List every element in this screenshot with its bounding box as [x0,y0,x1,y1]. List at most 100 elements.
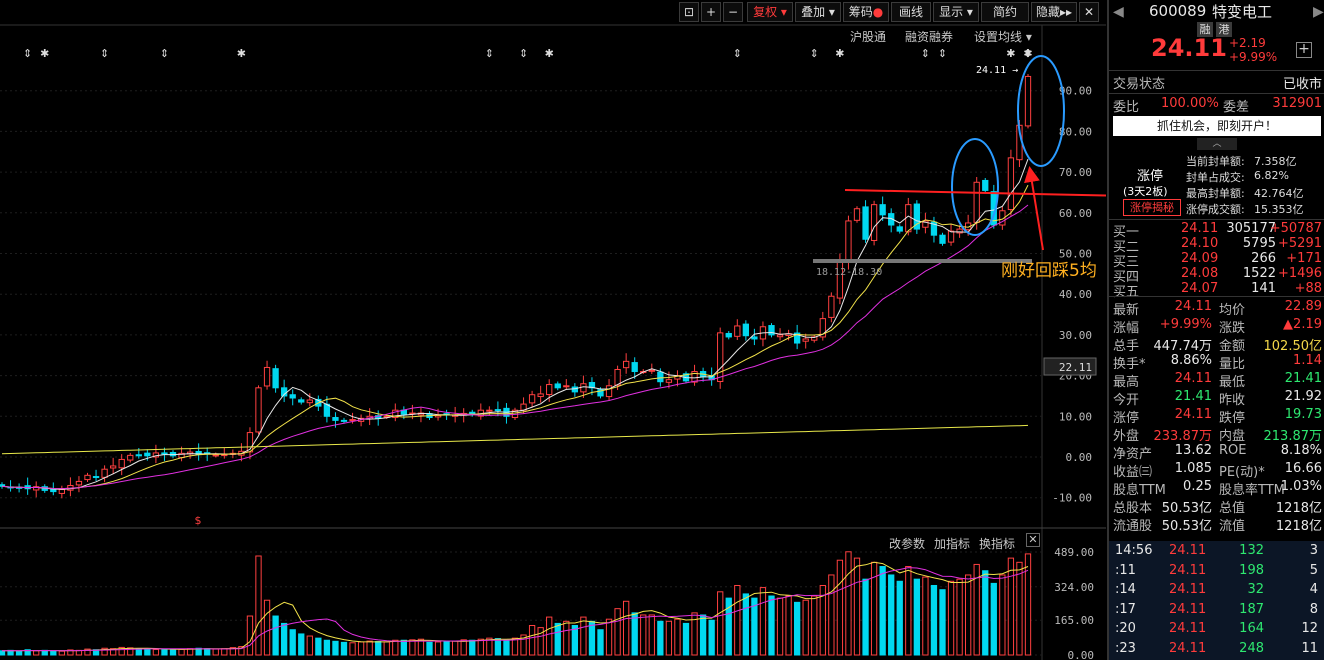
order-level-qty: 1522 [1242,266,1276,281]
price-axis-label: 40.00 [1059,288,1092,301]
candle-body [793,332,801,344]
volume-bar [67,649,74,656]
volume-bar [503,639,510,656]
status-label: 交易状态 [1113,77,1166,92]
quote-value: 21.41 [1174,389,1212,404]
volume-bar [400,639,408,656]
lock-icon[interactable]: ⊡ [679,2,699,22]
candle-body [691,371,698,383]
quote-label: PE(动)* [1219,465,1265,480]
adjust-button[interactable]: 复权 ▾ [747,2,793,22]
limit-stat-label: 涨停成交额: [1186,203,1245,216]
add-watchlist-icon[interactable]: + [1296,42,1312,58]
add-indicator-link[interactable]: 加指标 [934,537,971,551]
close-icon[interactable]: ✕ [1079,2,1099,22]
volume-bar [759,587,767,656]
candle-body [528,394,536,404]
quote-label: 量比 [1219,357,1246,372]
vol-ma10-line [1,567,1029,652]
event-marker-icon: ✱ [237,47,246,60]
overlay-button[interactable]: 叠加 ▾ [795,2,841,22]
zoom-in-icon[interactable]: + [701,2,721,22]
volume-bar [289,629,296,656]
tick-count: 8 [1309,601,1318,617]
quote-label: 换手* [1113,357,1146,372]
quote-value: 1.14 [1293,353,1322,368]
event-marker-icon: ⇕ [485,47,494,60]
candle-body [563,385,570,388]
draw-line-button[interactable]: 画线 [891,2,931,22]
hk-connect-link[interactable]: 沪股通 [850,30,887,44]
limit-stat-value: 42.764亿 [1254,187,1304,200]
weicha-value: 312901 [1272,96,1322,111]
candle-body [725,332,732,338]
display-button[interactable]: 显示 ▾ [933,2,979,22]
volume-bar [246,615,254,656]
volume-bar [477,638,484,656]
volume-bar [486,637,493,656]
quote-value: +9.99% [1159,317,1212,332]
simple-button[interactable]: 简约 [981,2,1029,22]
volume-bar [802,599,809,656]
volume-bar [580,616,587,656]
volume-bar [1024,553,1032,656]
price-axis-label: 0.00 [1066,451,1093,464]
limit-up-reveal-button[interactable]: 涨停揭秘 [1123,199,1181,216]
candle-body [92,476,100,479]
ma-settings-link[interactable]: 设置均线 ▾ [974,30,1032,44]
kline-chart-area[interactable]: 90.00 80.00 70.00 60.00 50.00 40.00 30.00 20.00… [0,0,1106,660]
volume-bar [255,555,262,656]
next-stock-icon[interactable]: ▶ [1313,4,1324,20]
candle-body [999,210,1006,226]
candle-body [742,323,750,337]
volume-bar [648,614,655,656]
event-marker-icon: ⇕ [160,47,169,60]
last-price: 24.11 [1151,34,1227,62]
volume-bar [828,574,835,656]
switch-indicator-link[interactable]: 换指标 [979,537,1016,551]
zoom-out-icon[interactable]: − [723,2,743,22]
annotation-text: 刚好回踩5均 [1001,261,1097,281]
candle-body [913,203,921,230]
margin-trading-link[interactable]: 融资融券 [905,30,954,44]
chips-button[interactable]: 筹码● [843,2,889,22]
volume-bar [845,551,852,656]
candle-body [734,325,741,337]
volume-bar [631,612,638,656]
candle-body [289,394,296,399]
prev-stock-icon[interactable]: ◀ [1113,4,1124,20]
margin-tag: 融 [1197,22,1213,37]
volume-bar [443,641,450,656]
quote-label: 内盘 [1219,429,1246,444]
change-params-link[interactable]: 改参数 [889,537,926,551]
event-marker-icon: ⇕ [1023,47,1032,60]
candle-body [486,409,493,412]
candle-body [862,206,869,240]
event-marker-icon: ⇕ [733,47,742,60]
tick-price: 24.11 [1169,621,1207,636]
limit-up-title: 涨停 [1137,169,1164,184]
volume-bar [888,574,895,656]
candle-body [896,226,903,232]
volume-bar [426,641,433,656]
volume-bar [58,650,66,656]
volume-bar [204,648,211,656]
limit-up-sub: (3天2板) [1123,185,1168,198]
kline-chart-svg[interactable]: 90.0080.0070.0060.0050.0040.0030.0020.00… [0,0,1106,660]
hide-button[interactable]: 隐藏▸▸ [1031,2,1077,22]
volume-bar [725,597,732,656]
price-axis-label: 10.00 [1059,410,1092,423]
indicator-close-icon[interactable]: ✕ [1026,533,1040,547]
volume-bar [939,589,946,656]
collapse-icon[interactable]: ︿ [1197,138,1237,150]
order-level-label: 买四 [1113,270,1140,285]
volume-bar [922,576,929,656]
candle-body [845,220,852,263]
hk-tag: 港 [1216,22,1232,37]
order-level-change: +5291 [1278,236,1322,251]
quote-value: 50.53亿 [1161,501,1212,516]
candle-body [75,480,83,486]
candle-body [298,399,305,403]
volume-bar [896,580,903,656]
open-account-banner[interactable]: 抓住机会，即刻开户！ [1113,116,1321,136]
